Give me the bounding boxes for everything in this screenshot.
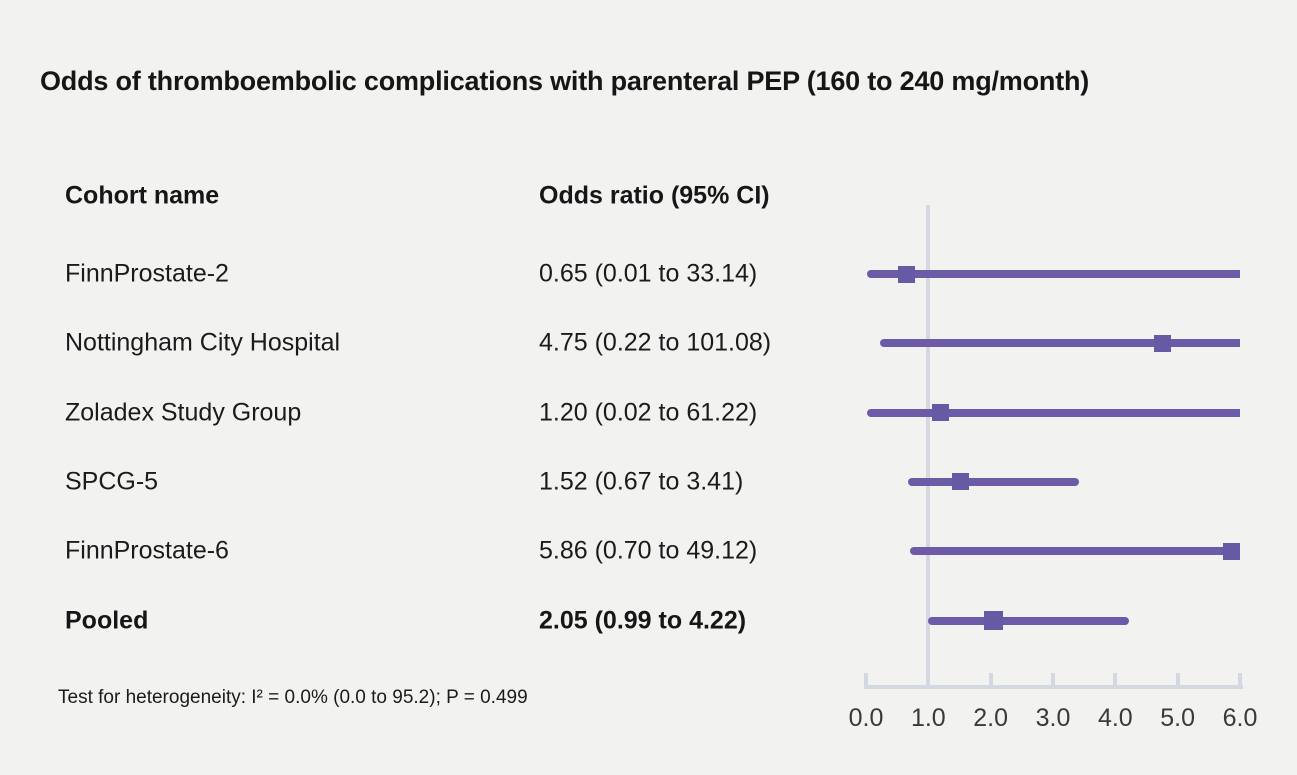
x-axis-tick bbox=[1051, 673, 1055, 689]
point-estimate-marker bbox=[952, 473, 970, 491]
confidence-interval-line bbox=[907, 477, 1079, 486]
point-estimate-marker bbox=[932, 404, 950, 422]
confidence-interval-line bbox=[867, 408, 1240, 417]
x-axis-tick-label: 3.0 bbox=[1035, 704, 1071, 732]
odds-ratio-value: 0.65 (0.01 to 33.14) bbox=[539, 259, 758, 288]
confidence-interval-line bbox=[866, 270, 1240, 278]
reference-line-or-1 bbox=[926, 205, 931, 689]
x-axis-tick-label: 1.0 bbox=[910, 704, 946, 732]
cohort-name-label: Nottingham City Hospital bbox=[65, 328, 341, 357]
x-axis-tick-label: 5.0 bbox=[1160, 704, 1196, 732]
x-axis-tick bbox=[1238, 673, 1242, 689]
x-axis-tick-label: 4.0 bbox=[1097, 704, 1133, 732]
confidence-interval-line bbox=[927, 616, 1130, 625]
confidence-interval-line bbox=[879, 339, 1240, 348]
cohort-name-label: FinnProstate-2 bbox=[65, 259, 229, 288]
point-estimate-marker bbox=[1222, 542, 1240, 560]
x-axis-tick bbox=[864, 673, 868, 689]
pooled-estimate-marker bbox=[984, 611, 1004, 630]
odds-ratio-value: 5.86 (0.70 to 49.12) bbox=[539, 536, 758, 565]
x-axis-tick bbox=[1113, 673, 1118, 689]
point-estimate-marker bbox=[1153, 334, 1171, 352]
column-header-cohort-name: Cohort name bbox=[65, 181, 220, 210]
x-axis-tick bbox=[988, 673, 993, 689]
cohort-name-label: SPCG-5 bbox=[65, 467, 159, 496]
odds-ratio-value: 1.20 (0.02 to 61.22) bbox=[539, 398, 758, 427]
x-axis-tick-label: 2.0 bbox=[973, 704, 1009, 732]
cohort-name-label: Zoladex Study Group bbox=[65, 398, 302, 427]
x-axis-tick bbox=[926, 673, 931, 689]
x-axis-tick-label: 0.0 bbox=[848, 704, 884, 732]
odds-ratio-value: 4.75 (0.22 to 101.08) bbox=[539, 328, 772, 357]
odds-ratio-value: 2.05 (0.99 to 4.22) bbox=[539, 606, 747, 634]
confidence-interval-line bbox=[909, 547, 1240, 556]
cohort-name-label: FinnProstate-6 bbox=[65, 536, 229, 565]
cohort-name-label: Pooled bbox=[65, 606, 149, 634]
column-header-odds-ratio: Odds ratio (95% CI) bbox=[539, 181, 770, 210]
chart-title: Odds of thromboembolic complications wit… bbox=[40, 66, 1090, 96]
point-estimate-marker bbox=[898, 265, 916, 283]
x-axis-tick bbox=[1175, 673, 1180, 689]
x-axis-tick-label: 6.0 bbox=[1222, 704, 1258, 732]
odds-ratio-value: 1.52 (0.67 to 3.41) bbox=[539, 467, 744, 496]
heterogeneity-note: Test for heterogeneity: I² = 0.0% (0.0 t… bbox=[58, 687, 528, 708]
